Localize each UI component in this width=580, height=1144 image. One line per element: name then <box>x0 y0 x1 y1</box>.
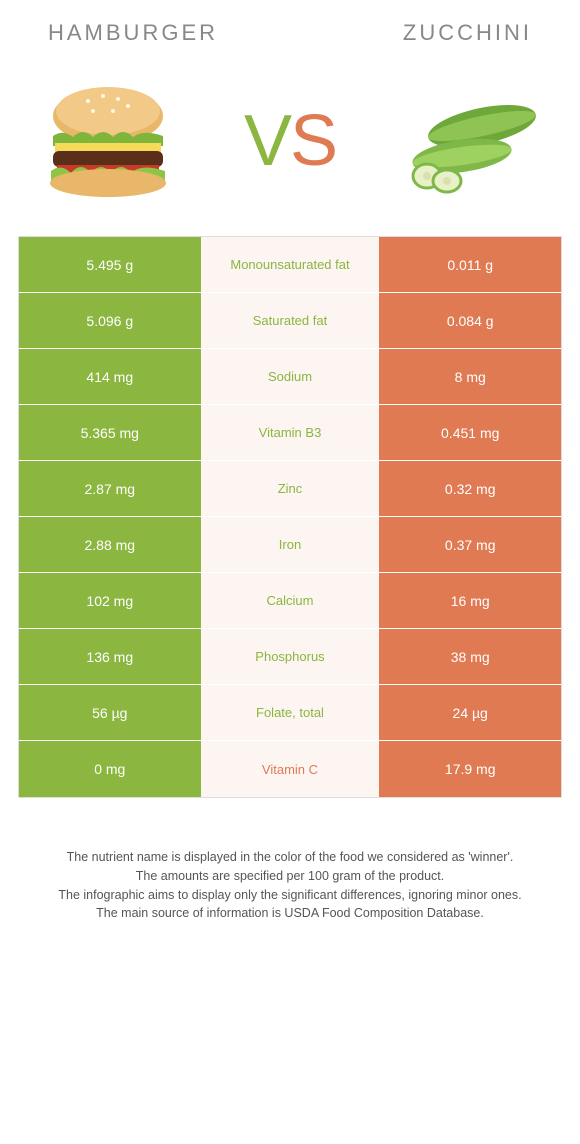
hamburger-image <box>28 76 188 206</box>
nutrient-label: Saturated fat <box>201 293 380 348</box>
footer-notes: The nutrient name is displayed in the co… <box>18 798 562 923</box>
table-row: 0 mgVitamin C17.9 mg <box>19 741 561 797</box>
value-right: 24 µg <box>379 685 561 740</box>
zucchini-image <box>392 76 552 206</box>
value-left: 56 µg <box>19 685 201 740</box>
nutrient-table: 5.495 gMonounsaturated fat0.011 g5.096 g… <box>18 236 562 798</box>
nutrient-label: Phosphorus <box>201 629 380 684</box>
nutrient-label: Sodium <box>201 349 380 404</box>
table-row: 5.365 mgVitamin B30.451 mg <box>19 405 561 461</box>
vs-v: V <box>244 101 290 181</box>
value-right: 8 mg <box>379 349 561 404</box>
nutrient-label: Folate, total <box>201 685 380 740</box>
value-right: 0.32 mg <box>379 461 561 516</box>
nutrient-label: Vitamin C <box>201 741 380 797</box>
title-right: Zucchini <box>403 20 532 46</box>
value-left: 0 mg <box>19 741 201 797</box>
value-left: 102 mg <box>19 573 201 628</box>
footer-line: The infographic aims to display only the… <box>48 886 532 905</box>
value-right: 0.084 g <box>379 293 561 348</box>
nutrient-label: Iron <box>201 517 380 572</box>
zucchini-icon <box>397 86 547 196</box>
value-right: 38 mg <box>379 629 561 684</box>
vs-label: VS <box>244 100 336 182</box>
nutrient-label: Vitamin B3 <box>201 405 380 460</box>
table-row: 102 mgCalcium16 mg <box>19 573 561 629</box>
nutrient-label: Monounsaturated fat <box>201 237 380 292</box>
value-left: 5.365 mg <box>19 405 201 460</box>
value-left: 5.495 g <box>19 237 201 292</box>
value-left: 136 mg <box>19 629 201 684</box>
value-right: 0.37 mg <box>379 517 561 572</box>
value-right: 0.011 g <box>379 237 561 292</box>
header-row: Hamburger Zucchini <box>18 20 562 56</box>
title-left: Hamburger <box>48 20 218 46</box>
table-row: 414 mgSodium8 mg <box>19 349 561 405</box>
footer-line: The main source of information is USDA F… <box>48 904 532 923</box>
images-row: VS <box>18 56 562 236</box>
footer-line: The nutrient name is displayed in the co… <box>48 848 532 867</box>
value-left: 2.87 mg <box>19 461 201 516</box>
value-right: 0.451 mg <box>379 405 561 460</box>
value-left: 5.096 g <box>19 293 201 348</box>
hamburger-icon <box>33 81 183 201</box>
footer-line: The amounts are specified per 100 gram o… <box>48 867 532 886</box>
vs-s: S <box>290 101 336 181</box>
nutrient-label: Calcium <box>201 573 380 628</box>
value-right: 16 mg <box>379 573 561 628</box>
value-right: 17.9 mg <box>379 741 561 797</box>
table-row: 5.495 gMonounsaturated fat0.011 g <box>19 237 561 293</box>
table-row: 2.88 mgIron0.37 mg <box>19 517 561 573</box>
value-left: 2.88 mg <box>19 517 201 572</box>
nutrient-label: Zinc <box>201 461 380 516</box>
table-row: 2.87 mgZinc0.32 mg <box>19 461 561 517</box>
table-row: 5.096 gSaturated fat0.084 g <box>19 293 561 349</box>
table-row: 56 µgFolate, total24 µg <box>19 685 561 741</box>
value-left: 414 mg <box>19 349 201 404</box>
table-row: 136 mgPhosphorus38 mg <box>19 629 561 685</box>
